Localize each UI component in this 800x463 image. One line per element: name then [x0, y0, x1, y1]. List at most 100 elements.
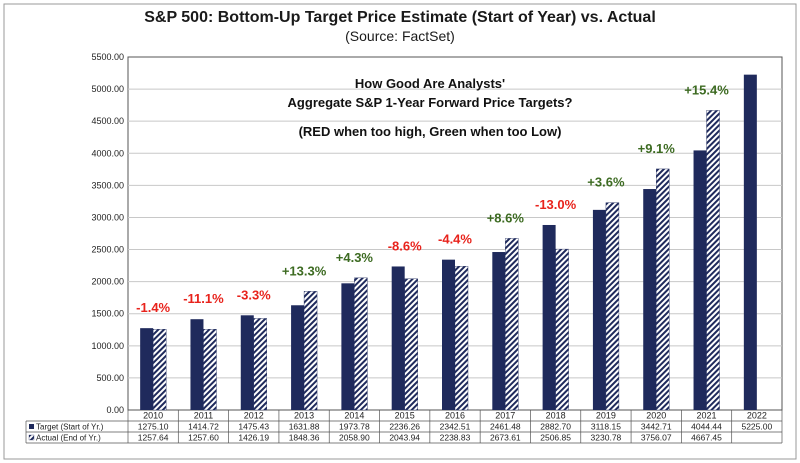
y-tick-label: 3000.00: [91, 212, 124, 222]
pct-label: +3.6%: [587, 175, 625, 190]
y-axis-ticks: 0.00 500.00 1000.00 1500.00 2000.00 2500.00 30…: [91, 52, 124, 415]
bar-actual: [404, 278, 418, 411]
y-tick-label: 5000.00: [91, 84, 124, 94]
bar-actual: [505, 238, 519, 411]
y-tick-label: 1500.00: [91, 309, 124, 319]
table-cell-target: 1275.10: [138, 422, 169, 432]
table-cell-target: 2882.70: [540, 422, 571, 432]
x-tick-label: 2014: [344, 411, 364, 421]
x-tick-label: 2015: [395, 411, 415, 421]
table-cell-actual: 2238.83: [440, 433, 471, 443]
x-tick-label: 2013: [294, 411, 314, 421]
pct-label: +15.4%: [684, 82, 729, 97]
gridlines: [128, 88, 782, 379]
table-cell-target: 4044.44: [691, 422, 722, 432]
x-tick-label: 2018: [546, 411, 566, 421]
bar-target: [140, 328, 154, 410]
table-cell-target: 2342.51: [440, 422, 471, 432]
pct-label: +9.1%: [638, 141, 676, 156]
y-tick-label: 4500.00: [91, 116, 124, 126]
table-cell-actual: 1426.19: [238, 433, 269, 443]
legend-key-target: [29, 424, 34, 429]
x-tick-label: 2012: [244, 411, 264, 421]
bar-target: [693, 150, 707, 411]
bar-target: [291, 305, 305, 410]
table-cell-target: 2461.48: [490, 422, 521, 432]
table-cell-target: 1414.72: [188, 422, 219, 432]
bar-actual: [605, 202, 620, 411]
table-cell-actual: 3230.78: [591, 433, 622, 443]
pct-label: +13.3%: [282, 263, 327, 278]
bar-actual: [555, 248, 569, 411]
bar-target: [643, 189, 657, 410]
bar-actual: [203, 329, 217, 411]
table-cell-target: 1475.43: [238, 422, 269, 432]
y-tick-label: 3500.00: [91, 180, 124, 190]
bar-target: [442, 259, 455, 410]
bar-actual: [303, 291, 318, 411]
bar-actual: [454, 266, 469, 411]
bar-actual: [656, 168, 670, 411]
annotation-line-3: (RED when too high, Green when too Low): [299, 124, 562, 139]
table-cell-actual: 1848.36: [289, 433, 320, 443]
table-cell-target: 2236.26: [389, 422, 420, 432]
annotation-line-1: How Good Are Analysts': [355, 76, 505, 91]
table-cell-actual: 3756.07: [641, 433, 672, 443]
percent-labels: -1.4% -11.1% -3.3% +13.3% +4.3% -8.6% -4.4% +8.…: [136, 82, 729, 315]
x-tick-label: 2019: [596, 411, 616, 421]
bar-actual: [152, 329, 167, 411]
y-tick-label: 2000.00: [91, 277, 124, 287]
bar-target: [743, 74, 757, 411]
bar-target: [542, 224, 556, 410]
bars: [140, 74, 757, 411]
x-tick-label: 2011: [194, 411, 213, 421]
pct-label: -8.6%: [388, 238, 422, 253]
x-tick-label: 2020: [646, 411, 666, 421]
bar-target: [391, 266, 405, 410]
chart-frame: [3, 3, 797, 460]
x-tick-label: 2010: [143, 411, 163, 421]
table-cell-target: 1631.88: [289, 422, 320, 432]
table-cell-actual: 4667.45: [691, 433, 722, 443]
pct-label: +8.6%: [487, 210, 525, 225]
table-cell-actual: 2673.61: [490, 433, 521, 443]
y-tick-label: 500.00: [96, 373, 124, 383]
table-cell-target: 3442.71: [641, 422, 672, 432]
x-tick-label: 2016: [445, 411, 465, 421]
pct-label: -11.1%: [183, 291, 224, 306]
y-tick-label: 4000.00: [91, 148, 124, 158]
bar-target: [492, 252, 506, 410]
data-table: Target (Start of Yr.) Actual (End of Yr.)…: [25, 410, 783, 444]
bar-target: [341, 283, 355, 410]
chart-subtitle: (Source: FactSet): [345, 28, 455, 44]
bar-target: [592, 209, 606, 410]
pct-label: -13.0%: [535, 197, 577, 212]
table-cell-target: 1973.78: [339, 422, 370, 432]
pct-label: -4.4%: [438, 232, 472, 247]
pct-label: +4.3%: [336, 250, 374, 265]
bar-target: [190, 319, 204, 410]
x-tick-label: 2017: [495, 411, 515, 421]
table-cell-target: 3118.15: [591, 422, 621, 432]
table-cell-actual: 2058.90: [339, 433, 370, 443]
table-cell-actual: 2506.85: [540, 433, 571, 443]
pct-label: -3.3%: [237, 287, 271, 302]
legend-key-actual: [28, 434, 35, 441]
bar-target: [240, 315, 254, 410]
x-tick-label: 2021: [697, 411, 717, 421]
pct-label: -1.4%: [136, 300, 170, 315]
y-tick-label: 0.00: [106, 405, 124, 415]
y-tick-label: 1000.00: [91, 341, 124, 351]
bar-actual: [354, 277, 368, 411]
table-cell-actual: 1257.60: [188, 433, 219, 443]
y-tick-label: 2500.00: [91, 245, 124, 255]
table-cell-actual: 2043.94: [389, 433, 420, 443]
y-tick-label: 5500.00: [91, 52, 124, 62]
bar-actual: [253, 318, 267, 411]
legend-label-actual: Actual (End of Yr.): [36, 434, 101, 443]
chart-title: S&P 500: Bottom-Up Target Price Estimate…: [144, 9, 656, 26]
legend-label-target: Target (Start of Yr.): [36, 423, 104, 432]
table-cell-target: 5225.00: [741, 422, 772, 432]
bar-actual: [706, 110, 720, 411]
